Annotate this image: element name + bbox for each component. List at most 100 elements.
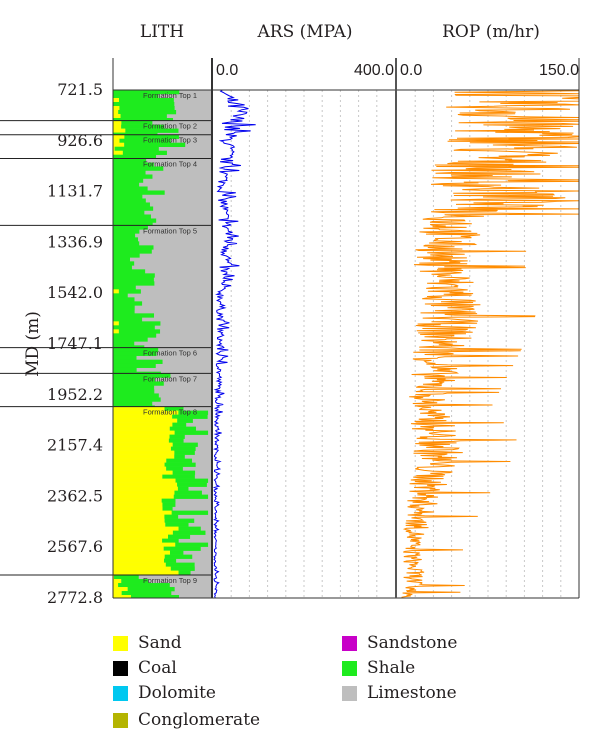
lith-shale-bar: [113, 132, 158, 136]
lith-shale-bar: [177, 482, 207, 487]
rop-scale-min: 0.0: [400, 62, 422, 79]
track-frames: [112, 58, 580, 599]
lith-sand-bar: [113, 526, 179, 531]
lith-shale-bar: [169, 434, 185, 439]
lith-sand-bar: [113, 506, 163, 511]
lith-shale-bar: [114, 575, 139, 580]
lith-shale-bar: [113, 371, 161, 374]
lith-sand-bar: [113, 518, 165, 523]
legend-swatch-conglomerate: [113, 712, 128, 728]
formation-top-label: Formation Top 6: [143, 349, 197, 358]
lith-sand-bar: [113, 546, 164, 551]
lith-sand-bar: [113, 490, 175, 495]
lith-shale-bar: [113, 309, 135, 314]
lith-sand-bar: [113, 534, 169, 539]
lith-shale-bar: [168, 534, 191, 539]
lith-shale-bar: [113, 170, 146, 175]
lith-shale-bar: [113, 281, 155, 286]
lith-shale-bar: [113, 347, 159, 352]
lith-shale-bar: [164, 518, 195, 523]
legend-swatch-coal: [113, 660, 128, 676]
lith-sand-bar: [113, 446, 171, 451]
lith-shale-bar: [169, 426, 196, 431]
legend-item-dolomite: Dolomite: [113, 682, 216, 704]
legend-swatch-sand: [113, 635, 128, 651]
lith-shale-bar: [113, 178, 144, 183]
track-title-lith: LITH: [140, 22, 184, 42]
lith-sand-bar: [113, 575, 115, 580]
lith-shale-bar: [118, 110, 177, 115]
lith-shale-bar: [113, 229, 140, 234]
legend-item-limestone: Limestone: [342, 682, 457, 704]
lith-shale-bar: [174, 430, 209, 435]
lith-shale-bar: [124, 134, 179, 140]
lith-shale-bar: [121, 120, 153, 125]
lith-sand-bar: [113, 494, 174, 499]
lith-shale-bar: [113, 261, 135, 266]
lith-shale-bar: [113, 166, 164, 171]
lith-shale-bar: [177, 486, 189, 491]
lith-shale-bar: [164, 558, 177, 563]
lith-shale-bar: [172, 414, 208, 419]
legend-item-sandstone: Sandstone: [342, 632, 457, 654]
lith-shale-bar: [172, 422, 187, 427]
lith-shale-bar: [113, 210, 145, 215]
lith-sand-bar: [113, 454, 175, 459]
lith-sand-bar: [113, 98, 120, 103]
lith-sand-bar: [113, 329, 119, 334]
lith-shale-bar: [121, 124, 165, 129]
lith-shale-bar: [164, 554, 193, 559]
lith-shale-bar: [124, 142, 186, 148]
lith-shale-bar: [164, 462, 196, 467]
lith-shale-bar: [121, 579, 149, 584]
lith-shale-bar: [113, 273, 155, 278]
lith-shale-bar: [113, 285, 136, 290]
lith-sand-bar: [113, 450, 175, 455]
lith-sand-bar: [113, 542, 176, 547]
track-headers: LITH ARS (MPA) ROP (m/hr) 0.0 400.0 0.0 150.0: [140, 22, 579, 79]
lith-shale-bar: [175, 542, 209, 547]
lith-shale-bar: [118, 321, 161, 326]
legend-swatch-limestone: [342, 685, 357, 701]
track-title-rop: ROP (m/hr): [442, 22, 540, 42]
legend-label: Coal: [138, 658, 177, 678]
lith-shale-bar: [113, 233, 136, 238]
lith-shale-bar: [174, 450, 195, 455]
lith-sand-bar: [113, 595, 131, 599]
lith-sand-bar: [113, 120, 122, 125]
lith-shale-bar: [113, 90, 180, 95]
lith-shale-bar: [119, 106, 175, 111]
lith-shale-bar: [113, 182, 140, 187]
depth-tick-label: 2362.5: [47, 486, 103, 505]
lith-shale-bar: [113, 174, 153, 179]
lith-sand-bar: [113, 591, 122, 596]
lith-shale-bar: [122, 150, 167, 156]
depth-tick-label: 1336.9: [47, 232, 103, 251]
lith-shale-bar: [175, 478, 209, 483]
lith-shale-bar: [113, 214, 151, 219]
lith-shale-bar: [165, 522, 189, 527]
legend-label: Dolomite: [138, 683, 216, 703]
lith-shale-bar: [168, 438, 184, 443]
depth-tick-label: 721.5: [57, 80, 103, 99]
lith-sand-bar: [113, 134, 125, 140]
lith-shale-bar: [114, 146, 159, 152]
lith-shale-bar: [166, 466, 183, 471]
lith-shale-bar: [127, 587, 175, 592]
lith-sand-bar: [113, 550, 170, 555]
lith-shale-bar: [162, 502, 176, 507]
lith-shale-bar: [165, 562, 195, 567]
lith-shale-bar: [113, 118, 174, 121]
y-axis-label: MD (m): [23, 311, 43, 377]
lith-sand-bar: [113, 538, 163, 543]
lith-sand-bar: [113, 587, 128, 592]
lith-shale-bar: [121, 591, 172, 596]
lith-sand-bar: [113, 498, 162, 503]
legend-label: Sand: [138, 633, 182, 653]
lith-sand-bar: [113, 289, 119, 294]
lith-shale-bar: [113, 305, 135, 310]
lith-shale-bar: [113, 385, 155, 390]
lith-shale-bar: [113, 359, 163, 364]
lith-shale-bar: [130, 595, 180, 599]
lith-shale-bar: [118, 583, 170, 588]
